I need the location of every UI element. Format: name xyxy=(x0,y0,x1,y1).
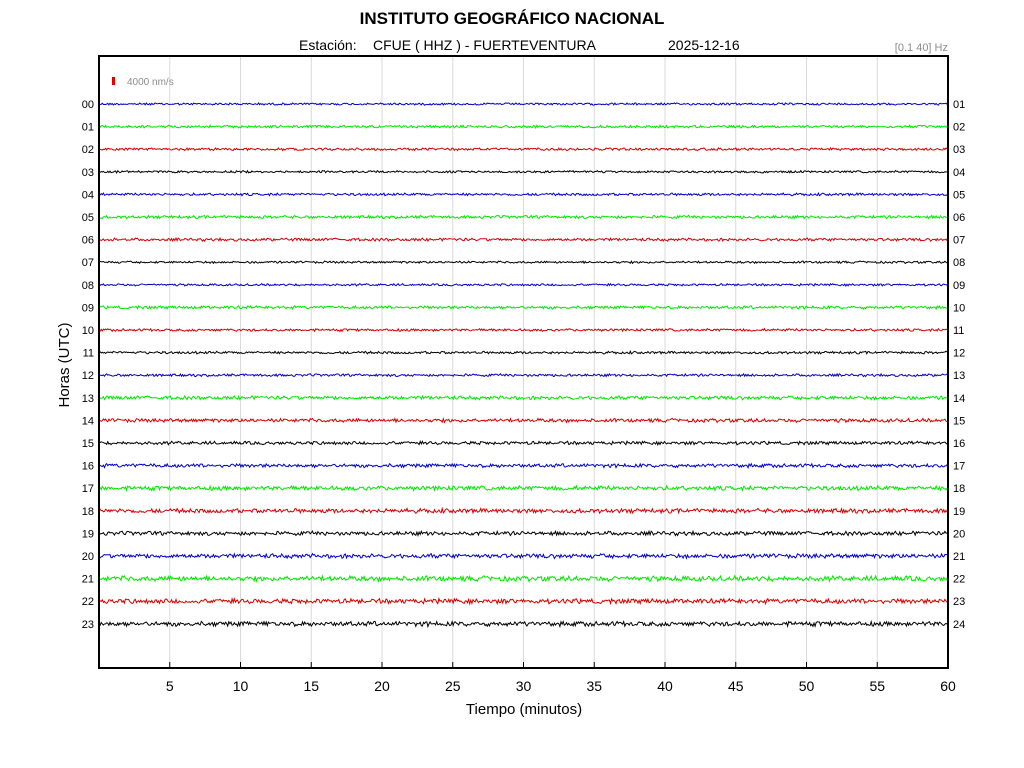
trace-hour-02 xyxy=(98,146,948,152)
hour-label-left: 12 xyxy=(82,370,94,382)
hour-label-right: 11 xyxy=(953,325,964,337)
hour-label-left: 07 xyxy=(82,257,94,269)
scale-bar xyxy=(112,77,115,85)
hour-label-left: 09 xyxy=(82,302,94,314)
hour-label-right: 14 xyxy=(953,393,965,405)
y-axis-label: Horas (UTC) xyxy=(56,322,73,407)
station-name: CFUE ( HHZ ) - FUERTEVENTURA xyxy=(373,37,596,53)
hour-label-left: 22 xyxy=(82,596,94,608)
x-tick-label: 55 xyxy=(869,678,885,694)
hour-label-left: 19 xyxy=(82,528,94,540)
trace-hour-13 xyxy=(98,394,948,402)
trace-hour-00 xyxy=(98,101,948,106)
x-tick-label: 20 xyxy=(374,678,390,694)
trace-hour-19 xyxy=(98,529,948,538)
x-tick-label: 40 xyxy=(657,678,673,694)
scale-label: 4000 nm/s xyxy=(127,77,174,88)
chart-title: INSTITUTO GEOGRÁFICO NACIONAL xyxy=(359,9,665,28)
seismic-traces xyxy=(98,101,948,629)
hour-label-right: 06 xyxy=(953,212,965,224)
x-axis-label: Tiempo (minutos) xyxy=(466,701,582,718)
hour-label-right: 01 xyxy=(953,99,965,111)
trace-hour-12 xyxy=(98,372,948,378)
hour-label-right: 02 xyxy=(953,122,965,134)
x-tick-label: 25 xyxy=(445,678,461,694)
hour-label-right: 22 xyxy=(953,574,965,586)
x-axis-ticks: 5 10 15 20 25 30 35 40 45 50 55 60 xyxy=(166,662,956,694)
hour-label-left: 13 xyxy=(82,393,94,405)
station-label: Estación: xyxy=(299,37,357,53)
x-tick-label: 30 xyxy=(516,678,532,694)
hour-label-right: 17 xyxy=(953,461,965,473)
hour-label-right: 08 xyxy=(953,257,965,269)
hour-label-left: 04 xyxy=(82,189,94,201)
hour-label-left: 16 xyxy=(82,461,94,473)
x-tick-label: 35 xyxy=(586,678,602,694)
hour-label-right: 15 xyxy=(953,415,965,427)
filter-band: [0.1 40] Hz xyxy=(894,42,948,54)
trace-hour-17 xyxy=(98,484,948,493)
trace-hour-01 xyxy=(98,124,948,130)
hour-label-left: 03 xyxy=(82,167,94,179)
trace-hour-16 xyxy=(98,462,948,469)
hour-label-right: 09 xyxy=(953,280,965,292)
hour-label-right: 10 xyxy=(953,302,965,314)
x-tick-label: 5 xyxy=(166,678,174,694)
hour-label-left: 17 xyxy=(82,483,94,495)
hour-label-left: 08 xyxy=(82,280,94,292)
y-axis-right-labels: 01 02 03 04 05 06 07 08 09 10 11 12 13 14 15 16 17 18 19 20… xyxy=(953,99,965,631)
trace-hour-23 xyxy=(98,619,948,629)
hour-label-left: 11 xyxy=(83,348,94,360)
x-tick-label: 10 xyxy=(233,678,249,694)
hour-label-right: 19 xyxy=(953,506,965,518)
hour-label-right: 21 xyxy=(953,551,965,563)
hour-label-left: 02 xyxy=(82,144,94,156)
trace-hour-15 xyxy=(98,440,948,447)
x-tick-label: 15 xyxy=(303,678,319,694)
trace-hour-03 xyxy=(98,169,948,174)
hour-label-right: 23 xyxy=(953,596,965,608)
trace-hour-21 xyxy=(98,574,948,583)
trace-hour-18 xyxy=(98,506,948,515)
trace-hour-11 xyxy=(98,350,948,355)
hour-label-right: 07 xyxy=(953,235,965,247)
y-axis-left-labels: 00 01 02 03 04 05 06 07 08 09 10 11 12 13 14 15 16 17 18 19… xyxy=(82,99,94,631)
hour-label-left: 15 xyxy=(82,438,94,450)
trace-hour-09 xyxy=(98,304,948,311)
trace-hour-07 xyxy=(98,260,948,265)
hour-label-right: 18 xyxy=(953,483,965,495)
trace-hour-22 xyxy=(98,596,948,606)
chart-date: 2025-12-16 xyxy=(668,37,740,53)
hour-label-right: 16 xyxy=(953,438,965,450)
hour-label-left: 05 xyxy=(82,212,94,224)
trace-hour-14 xyxy=(98,417,948,424)
grid-lines xyxy=(169,56,878,668)
trace-hour-05 xyxy=(98,214,948,220)
x-tick-label: 60 xyxy=(940,678,956,694)
hour-label-left: 20 xyxy=(82,551,94,563)
hour-label-left: 23 xyxy=(82,619,94,631)
hour-label-left: 01 xyxy=(82,122,94,134)
x-tick-label: 45 xyxy=(728,678,744,694)
hour-label-left: 00 xyxy=(82,99,94,111)
hour-label-right: 20 xyxy=(953,528,965,540)
hour-label-right: 13 xyxy=(953,370,965,382)
hour-label-left: 10 xyxy=(82,325,94,337)
trace-hour-20 xyxy=(98,552,948,560)
hour-label-right: 12 xyxy=(953,348,965,360)
trace-hour-08 xyxy=(98,282,948,287)
hour-label-right: 05 xyxy=(953,189,965,201)
hour-label-left: 14 xyxy=(82,415,94,427)
hour-label-left: 06 xyxy=(82,235,94,247)
hour-label-left: 18 xyxy=(82,506,94,518)
trace-hour-04 xyxy=(98,191,948,197)
trace-hour-10 xyxy=(98,327,948,333)
hour-label-right: 03 xyxy=(953,144,965,156)
hour-label-left: 21 xyxy=(82,574,94,586)
hour-label-right: 24 xyxy=(953,619,965,631)
x-tick-label: 50 xyxy=(799,678,815,694)
trace-hour-06 xyxy=(98,236,948,243)
hour-label-right: 04 xyxy=(953,167,965,179)
